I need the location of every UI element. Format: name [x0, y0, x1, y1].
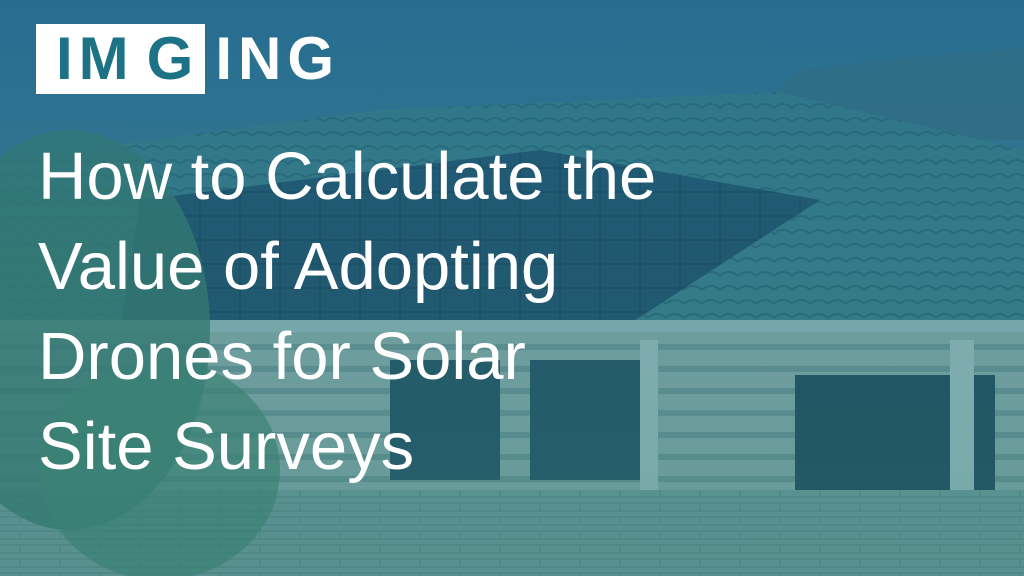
title-line-1: How to Calculate the [38, 139, 657, 214]
page-title: How to Calculate the Value of Adopting D… [38, 132, 938, 492]
logo-text-part-3: ING [215, 25, 340, 92]
title-line-4: Site Surveys [38, 409, 415, 484]
logo-text-part-2: G [140, 24, 206, 94]
logo-text-part-1: IM [36, 24, 141, 94]
title-line-3: Drones for Solar [38, 319, 526, 394]
title-line-2: Value of Adopting [38, 229, 559, 304]
imging-logo[interactable]: IM G ING [36, 24, 340, 94]
